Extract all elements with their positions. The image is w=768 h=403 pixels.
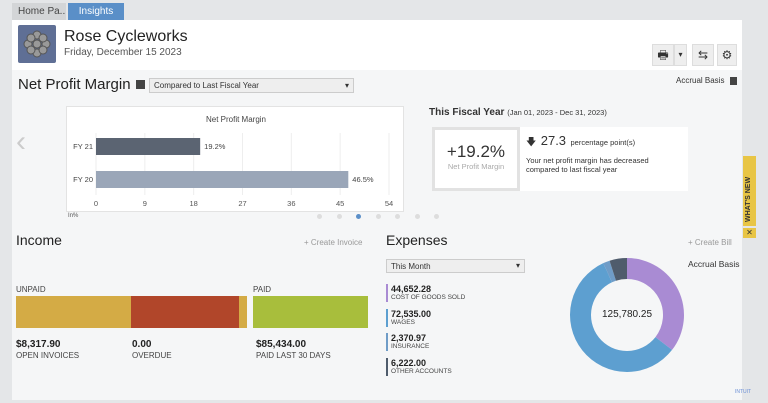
carousel-dot[interactable] [414,214,420,219]
current-date: Friday, December 15 2023 [64,47,182,58]
print-dropdown[interactable]: ▾ [674,44,687,66]
legend-amount: 2,370.97 [391,333,427,343]
open-invoices-bar-end [239,296,247,328]
change-card: 🡇 27.3 percentage point(s) Your net prof… [520,127,688,191]
company-name: Rose Cycleworks [64,28,188,45]
paid-amount: $85,434.00 [256,339,307,350]
donut-slice[interactable] [627,258,684,350]
close-icon[interactable]: ✕ [743,228,756,238]
expenses-basis: Accrual Basis [688,259,740,269]
fiscal-title: This Fiscal Year (Jan 01, 2023 - Dec 31,… [429,107,607,118]
overdue-label: OVERDUE [132,351,172,360]
settings-button[interactable]: ⚙ [717,44,737,66]
gear-icon: ⚙ [721,48,733,62]
arrow-down-icon: 🡇 [526,137,537,148]
info-icon[interactable] [136,80,145,89]
donut-slice[interactable] [609,258,627,281]
print-button[interactable]: 🖶 [652,44,674,66]
legend-label: COST OF GOODS SOLD [391,294,466,301]
create-invoice-link[interactable]: + Create Invoice [304,238,363,247]
x-tick-label: 0 [94,199,98,208]
refresh-button[interactable]: ⇆ [692,44,714,66]
category-label: FY 21 [73,142,93,151]
legend-label: WAGES [391,318,415,326]
data-label: 19.2% [204,142,226,151]
legend-label: OTHER ACCOUNTS [391,367,452,375]
open-invoices-bar[interactable] [16,296,131,328]
company-header [12,20,742,70]
tab-insights[interactable]: Insights [68,3,124,20]
bar[interactable] [96,138,201,155]
data-label: 46.5% [352,175,374,184]
create-bill-link[interactable]: + Create Bill [688,238,732,247]
npm-title: Net Profit Margin [18,76,131,93]
company-logo [18,25,56,63]
x-axis-label: In% [68,213,79,219]
overdue-amount: 0.00 [132,339,152,350]
legend-amount: 44,652.28 [391,284,432,294]
x-tick-label: 18 [189,199,197,208]
x-tick-label: 45 [336,199,344,208]
carousel-dot[interactable] [434,214,439,219]
accrual-basis: Accrual Basis [676,76,725,85]
expenses-total: 125,780.25 [601,309,653,320]
info-icon[interactable] [730,77,737,85]
previous-arrow[interactable]: ‹ [16,125,26,158]
chart-title: Net Profit Margin [206,115,266,124]
paid-bar[interactable] [253,296,368,328]
paid-caption: PAID LAST 30 DAYS [256,351,331,360]
carousel-dot[interactable] [395,214,400,219]
legend-swatch [386,308,388,327]
npm-chart: Net Profit Margin 0 9 18 27 36 45 54 FY 21 19.2% F… [66,106,404,212]
overdue-bar[interactable] [131,296,239,328]
legend-swatch [386,357,388,376]
paid-label: PAID [253,285,272,294]
period-select[interactable]: This Month ▾ [386,259,525,273]
compare-select[interactable]: Compared to Last Fiscal Year ▾ [149,78,354,93]
legend-swatch [386,284,388,302]
chevron-down-icon: ▾ [515,261,520,270]
bar[interactable] [96,171,349,188]
x-tick-label: 27 [238,199,246,208]
x-tick-label: 54 [385,199,393,208]
whats-new-tab[interactable]: WHAT'S NEW [743,156,756,226]
legend-amount: 6,222.00 [391,357,427,368]
chevron-down-icon: ▾ [344,81,349,90]
x-tick-label: 36 [287,199,295,208]
open-label: OPEN INVOICES [16,351,80,360]
printer-icon: 🖶 [657,48,669,62]
expenses-title: Expenses [386,232,448,248]
category-label: FY 20 [73,175,93,184]
income-title: Income [16,232,62,248]
legend-amount: 72,535.00 [391,308,432,319]
intuit-logo: INTUIT [735,389,752,395]
carousel-dot[interactable] [317,214,322,219]
donut-slice[interactable] [603,260,616,283]
donut-slice[interactable] [570,263,673,372]
refresh-icon: ⇆ [697,48,709,62]
x-tick-label: 9 [143,199,147,208]
npm-value-card: +19.2% Net Profit Margin [432,127,520,191]
open-amount: $8,317.90 [16,339,61,350]
legend-swatch [386,333,388,351]
unpaid-label: UNPAID [16,285,46,294]
expenses-donut [570,258,684,372]
tab-home-page[interactable]: Home Pa... [12,3,66,20]
carousel-dot[interactable] [375,214,381,219]
carousel-dot[interactable] [336,214,342,219]
legend-label: INSURANCE [391,343,430,350]
carousel-dot[interactable] [356,214,361,219]
